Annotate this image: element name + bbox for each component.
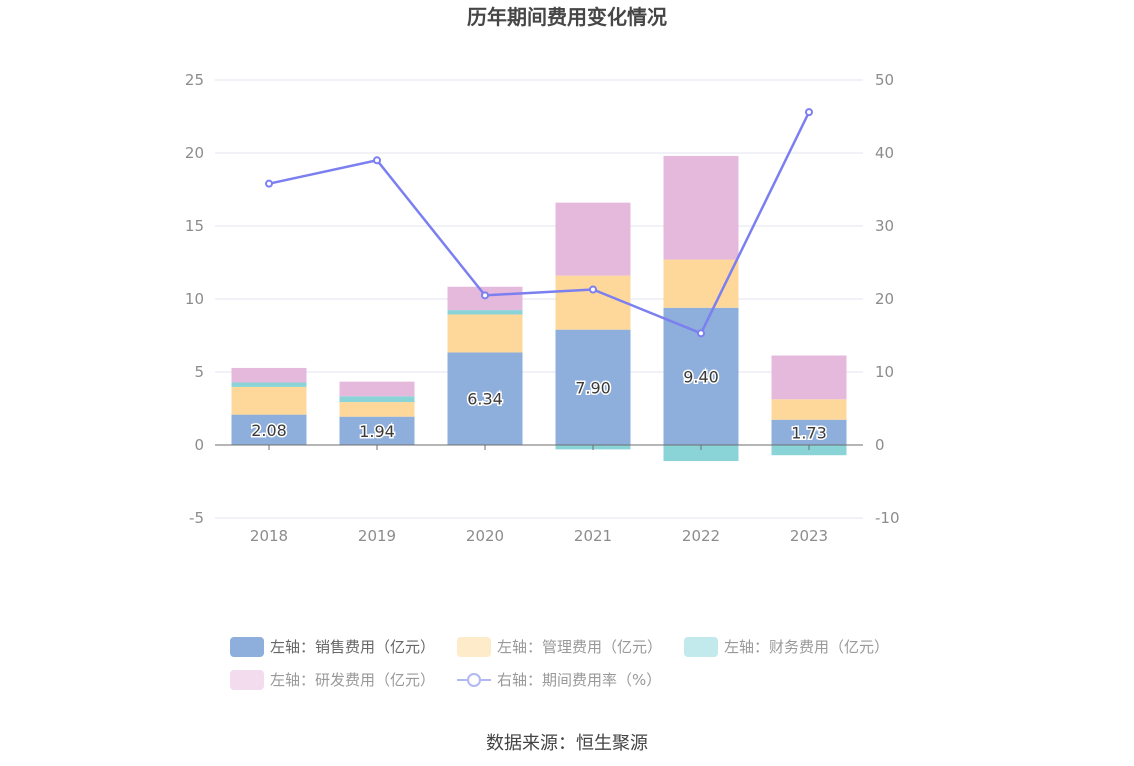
bar-sales [231, 414, 307, 445]
bar-rnd [555, 202, 631, 276]
legend-swatch-finance [684, 636, 719, 657]
bar-admin [231, 386, 307, 415]
legend-item-rnd[interactable]: 左轴：研发费用（亿元） [230, 669, 435, 690]
y-right-tick-label: 50 [875, 71, 894, 89]
x-axis: 2018 2019 2020 2021 2022 2023 [215, 444, 863, 545]
y-left-tick-label: 20 [185, 144, 204, 162]
legend-swatch-rnd [230, 669, 264, 690]
bar-rnd [231, 367, 307, 383]
bars [231, 155, 847, 462]
source-note: 数据来源：恒生聚源 [486, 733, 648, 754]
legend-label-ratio: 右轴：期间费用率（%） [497, 671, 662, 689]
y-right-tick-label: -10 [875, 509, 900, 527]
bar-finance [663, 445, 739, 462]
legend-item-sales[interactable]: 左轴：销售费用（亿元） [230, 636, 435, 657]
bar-admin [447, 314, 523, 353]
y-left-tick-label: -5 [189, 509, 204, 527]
bar-finance [231, 382, 307, 387]
y-left-tick-label: 0 [194, 436, 204, 454]
x-tick-label: 2023 [790, 527, 828, 545]
ratio-point [265, 179, 273, 188]
bar-admin [555, 275, 631, 330]
ratio-line-path [268, 111, 811, 335]
chart-title: 历年期间费用变化情况 [467, 5, 667, 29]
legend-label-admin: 左轴：管理费用（亿元） [497, 638, 663, 656]
x-tick-label: 2019 [358, 527, 396, 545]
y-right-tick-label: 30 [875, 217, 894, 235]
bar-finance [339, 396, 415, 403]
bar-sales [339, 416, 415, 445]
chart: 历年期间费用变化情况 -5 0 5 10 15 20 25 -10 0 10 20 30 40 50 2… [185, 5, 900, 545]
legend-swatch-sales [230, 636, 264, 657]
bar-value-label: 1.73 [791, 423, 827, 442]
y-left-tick-label: 10 [185, 290, 204, 308]
ratio-point [373, 156, 381, 165]
legend: 左轴：销售费用（亿元） 左轴：管理费用（亿元） 左轴：财务费用（亿元） 左轴：研… [230, 630, 930, 696]
bar-value-label: 2.08 [251, 421, 287, 440]
bar-rnd [771, 355, 847, 400]
y-left-tick-label: 25 [185, 71, 204, 89]
legend-label-finance: 左轴：财务费用（亿元） [724, 638, 890, 656]
y-right-tick-label: 10 [875, 363, 894, 381]
bar-sales [771, 419, 847, 445]
bar-value-label: 9.40 [683, 367, 719, 386]
y-axis-left: -5 0 5 10 15 20 25 [185, 71, 204, 527]
grid-lines [215, 79, 863, 519]
y-left-tick-label: 15 [185, 217, 204, 235]
ratio-point [589, 285, 597, 294]
y-left-tick-label: 5 [194, 363, 204, 381]
y-axis-right: -10 0 10 20 30 40 50 [875, 71, 900, 527]
legend-item-admin[interactable]: 左轴：管理费用（亿元） [457, 636, 662, 657]
legend-item-ratio[interactable]: 右轴：期间费用率（%） [457, 669, 661, 690]
bar-value-label: 1.94 [359, 422, 395, 441]
bar-admin [339, 402, 415, 417]
y-right-tick-label: 0 [875, 436, 885, 454]
legend-swatch-ratio-icon [457, 670, 492, 690]
ratio-point [805, 108, 813, 117]
x-tick-label: 2020 [466, 527, 504, 545]
ratio-line [265, 108, 813, 338]
legend-label-rnd: 左轴：研发费用（亿元） [270, 671, 436, 689]
y-right-tick-label: 40 [875, 144, 894, 162]
bar-value-label: 6.34 [467, 390, 503, 409]
bar-admin [663, 259, 739, 308]
bar-finance [447, 310, 523, 315]
x-tick-label: 2018 [250, 527, 288, 545]
x-tick-label: 2022 [682, 527, 720, 545]
bar-sales [555, 329, 631, 445]
ratio-point [481, 291, 489, 300]
legend-item-finance[interactable]: 左轴：财务费用（亿元） [684, 636, 889, 657]
bar-labels: 2.08 1.94 6.34 7.90 9.40 1.73 [250, 366, 829, 444]
legend-swatch-admin [457, 636, 492, 657]
legend-label-sales: 左轴：销售费用（亿元） [270, 638, 436, 656]
bar-finance [771, 445, 847, 456]
x-tick-label: 2021 [574, 527, 612, 545]
bar-sales [447, 352, 523, 445]
bar-rnd [339, 381, 415, 397]
y-right-tick-label: 20 [875, 290, 894, 308]
bar-value-label: 7.90 [575, 378, 611, 397]
bar-admin [771, 399, 847, 420]
bar-rnd [663, 155, 739, 260]
ratio-point [697, 329, 705, 338]
